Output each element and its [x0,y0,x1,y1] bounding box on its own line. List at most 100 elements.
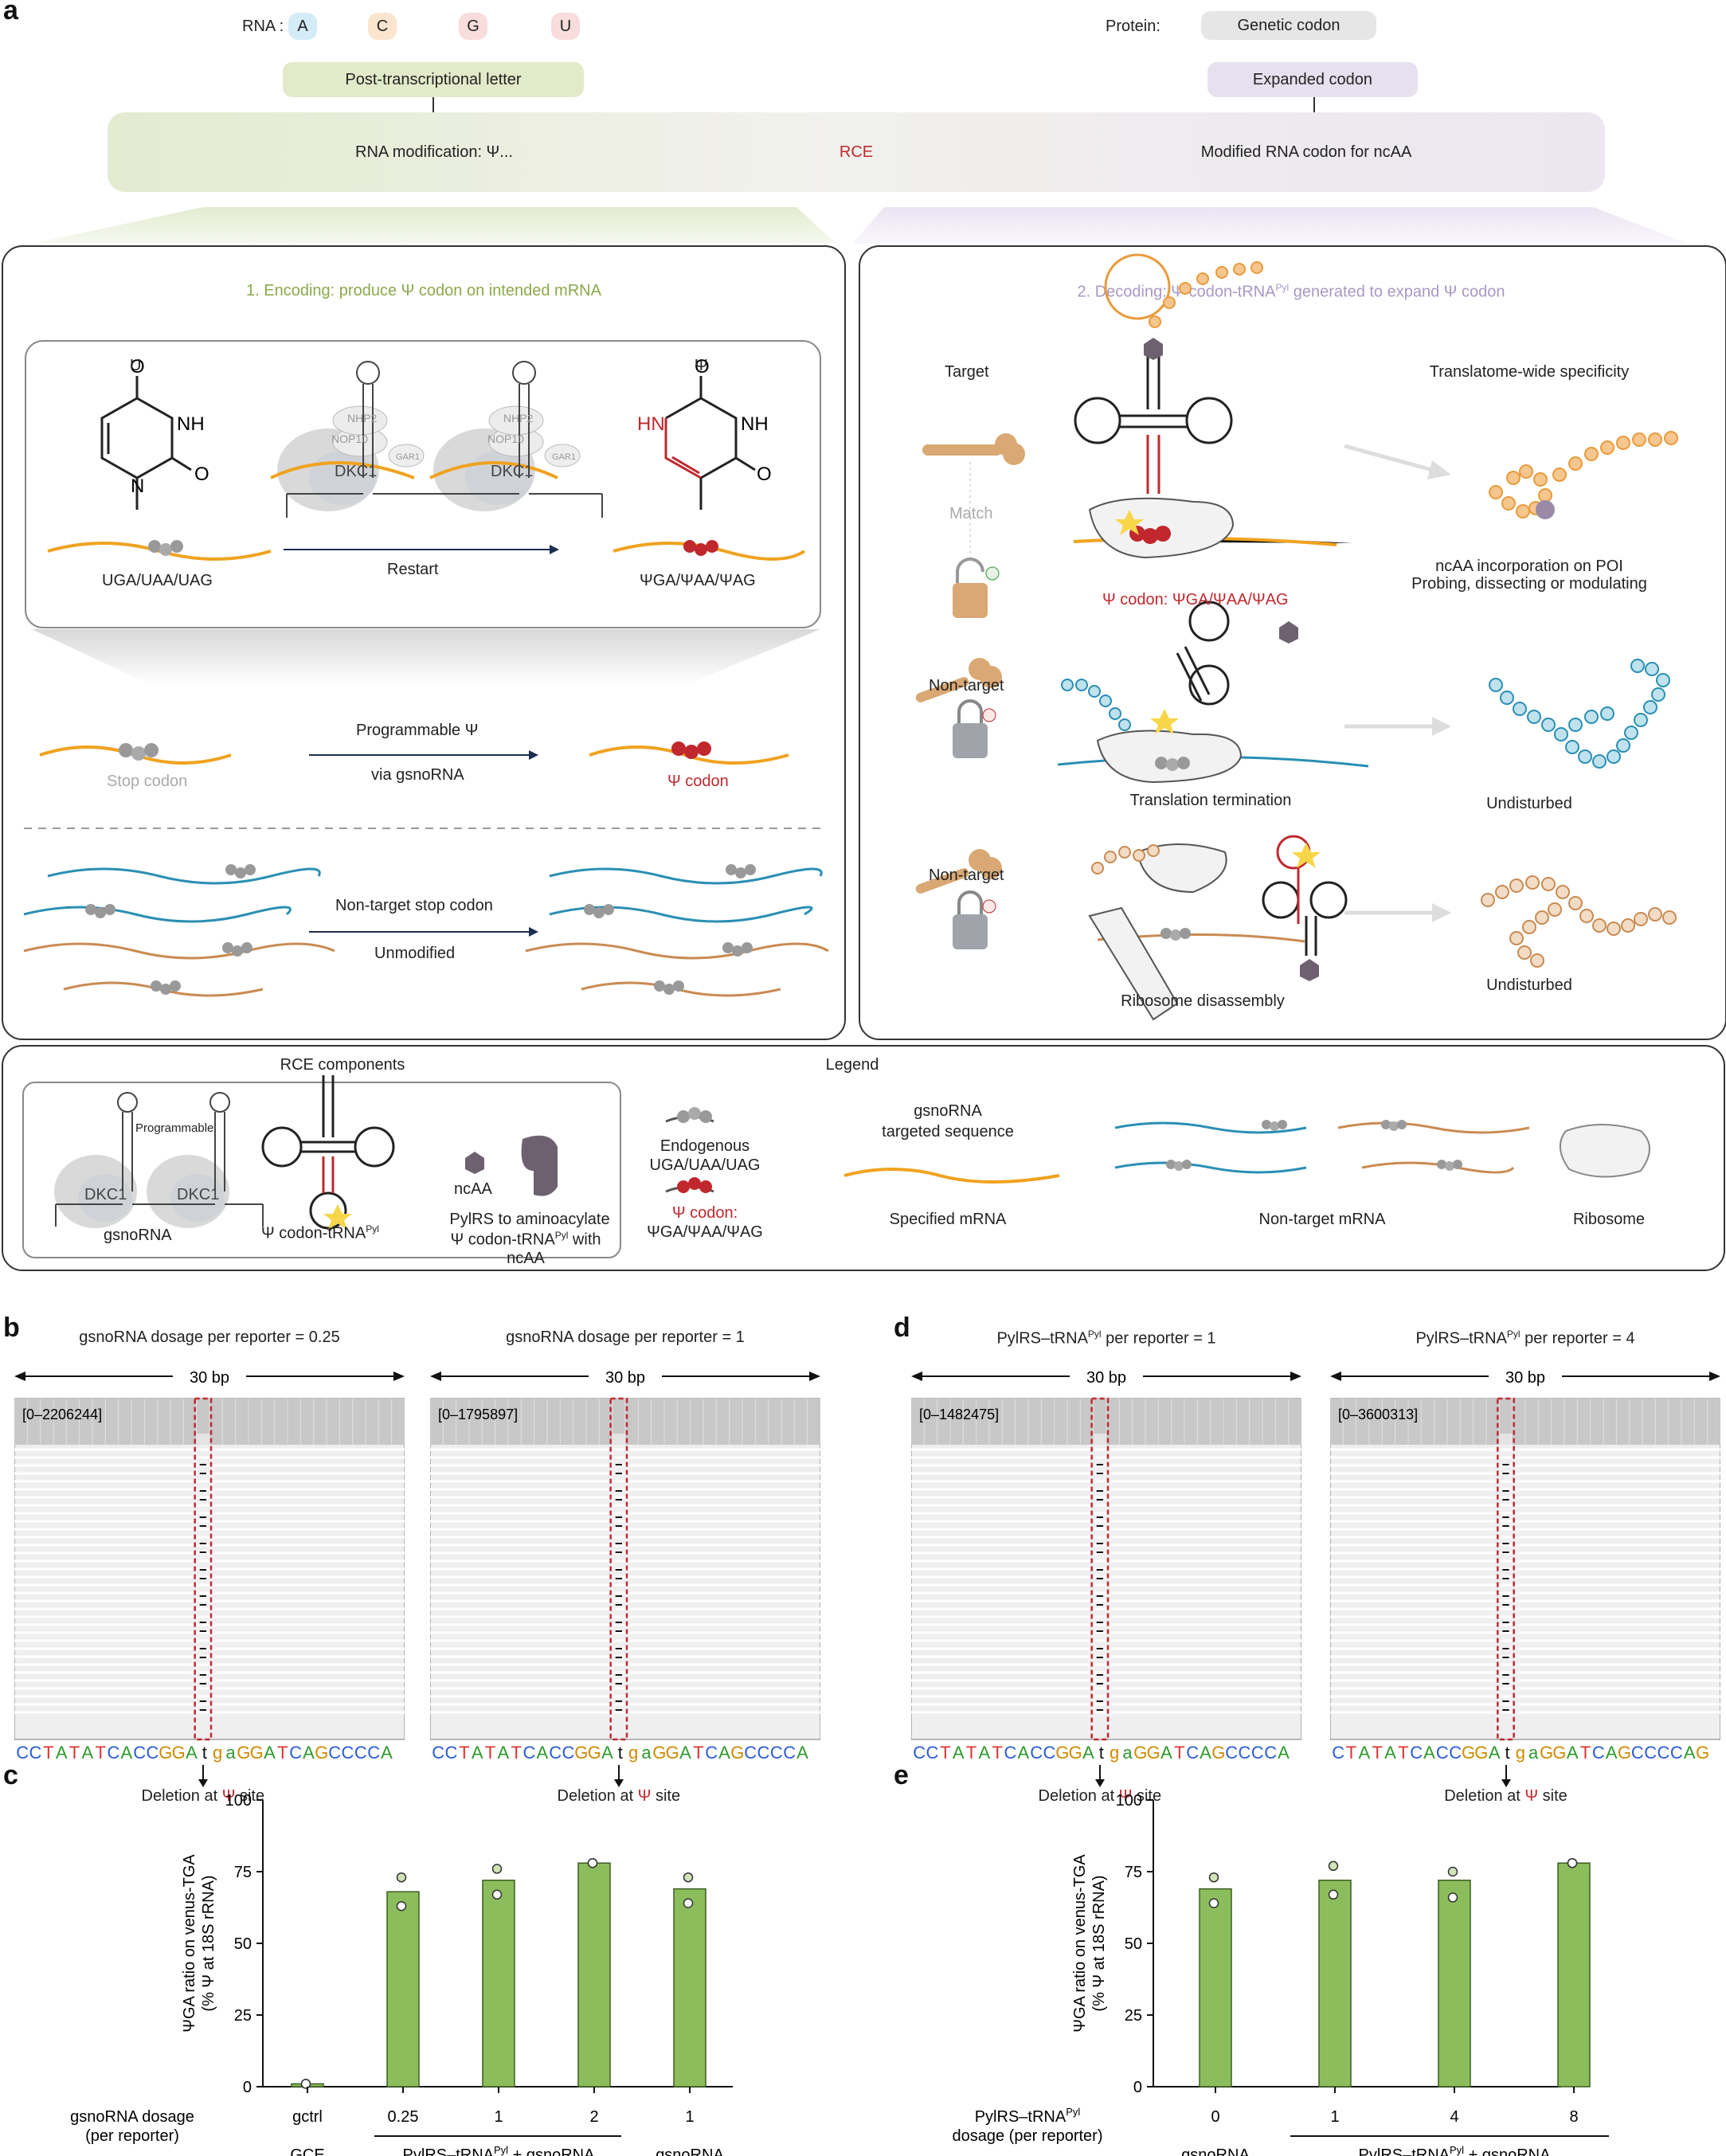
sequence-base: C [926,1743,939,1763]
sequence-base: C [1592,1743,1605,1763]
termination-label: Translation termination [1129,792,1292,809]
pylrs-label-2: Ψ codon-tRNAPyl with ncAA [450,1230,601,1267]
bar [673,1888,706,2088]
deletion-arrow [613,1765,624,1787]
ribosome-label: Ribosome [1572,1211,1646,1228]
data-point [587,1857,598,1868]
bp-label: 30 bp [1505,1369,1545,1387]
data-point [300,2079,311,2089]
y-tick-label: 0 [1133,2079,1142,2096]
sequence-base: g [1110,1743,1119,1763]
coverage-range: [0–1795897] [438,1407,518,1422]
bp-label: 30 bp [190,1369,229,1387]
rce-label: RCE [839,143,874,161]
via-gsnorna-label: via gsnoRNA [371,766,464,784]
data-point [1208,1898,1219,1908]
sequence-base: t [1099,1743,1104,1763]
svg-text:DKC1: DKC1 [84,1186,127,1203]
sequence-base: A [796,1743,808,1763]
unmodified-label: Unmodified [374,945,456,962]
sequence-base: A [1684,1743,1696,1763]
sequence-base: C [432,1743,444,1763]
sequence-base: T [693,1743,703,1763]
sequence-base: C [783,1743,796,1763]
data-point [1447,1892,1458,1903]
sequence-base: T [940,1743,950,1763]
decoding-graphics [915,253,1678,1021]
svg-text:DKC1: DKC1 [491,463,533,480]
sequence-base: A [1017,1743,1029,1763]
sequence-base: C [1030,1743,1043,1763]
sequence-base: A [56,1743,68,1763]
sequence-base: G [652,1743,666,1763]
nontarget-mrna-label: Non-target mRNA [1258,1211,1386,1228]
sequence-base: C [29,1743,42,1763]
sequence-base: G [1462,1743,1475,1763]
row-label: PylRS–tRNAPyl [975,2106,1081,2126]
x-tick-label: 1 [685,2108,694,2126]
sequence-base: A [1384,1743,1396,1763]
group-label: GCE [290,2146,324,2156]
svg-text:NH: NH [177,413,205,435]
sequence-base: A [679,1743,691,1763]
igv-track: gsnoRNA dosage per reporter = 0.25 30 bp [… [14,1322,405,1805]
panel-label-b: b [3,1313,20,1343]
sequence-base: T [992,1743,1002,1763]
sequence-base: C [147,1743,159,1763]
panel-label-c: c [3,1760,18,1790]
sequence-base: A [978,1743,990,1763]
sequence-base: G [1147,1743,1160,1763]
sequence-base: A [718,1743,730,1763]
panel-a-header-graphics [32,97,1689,244]
psi-codon-target-label: Ψ codon: ΨGA/ΨAA/ΨAG [1102,591,1289,608]
panel-label-d: d [894,1313,910,1343]
sequence-base: A [601,1743,613,1763]
deletion-label: Deletion at Ψ site [1038,1787,1162,1805]
sequence-base: G [666,1743,679,1763]
gsno-targeted-label-2: targeted sequence [882,1123,1014,1141]
ncaa-incorporation-label: ncAA incorporation on POI [1435,558,1623,575]
data-point [683,1898,694,1908]
sequence-base: C [757,1743,770,1763]
data-point [1447,1866,1458,1877]
specificity-label: Translatome-wide specificity [1429,363,1630,381]
sequence-base: G [172,1743,186,1763]
components-inner-box [22,1082,621,1258]
sequence-base: T [1580,1743,1591,1763]
sequence-base: T [966,1743,977,1763]
sequence-base: G [1069,1743,1082,1763]
expanded-codon-pill: Expanded codon [1207,62,1418,97]
sequence-base: T [277,1743,288,1763]
sequence-base: a [1122,1743,1133,1763]
sequence-base: G [730,1743,744,1763]
legend-psi-codon-label: Ψ codon: [671,1204,738,1222]
sequence-base: T [43,1743,53,1763]
sequence-base: C [744,1743,757,1763]
svg-text:O: O [757,464,772,485]
sequence-base: C [1264,1743,1277,1763]
svg-text:O: O [194,464,209,485]
bar [1438,1880,1471,2088]
sequence-base: G [1696,1743,1709,1763]
sequence-base: G [1618,1743,1631,1763]
nontarget-label-2: Non-target [929,867,1004,884]
deletion-arrow [1094,1765,1105,1787]
sequence-base: C [342,1743,354,1763]
protein-label: Protein: [1106,18,1160,35]
sequence-base: C [328,1743,341,1763]
x-tick-label: 0 [1211,2108,1219,2126]
svg-text:NOP10: NOP10 [487,432,524,445]
sequence-base: A [1489,1743,1501,1763]
igv-track: PylRS–tRNAPyl per reporter = 4 30 bp [0–36… [1330,1322,1720,1805]
data-point [491,1889,503,1900]
y-axis-label: ΨGA ratio on venus-TGA [181,1854,198,2033]
psi-trna-label: Ψ codon-tRNAPyl [261,1223,379,1242]
chart-c: 0 25 50 75 100 ΨGA ratio on venus-TGA (% Ψ at … [70,1792,733,2156]
psi-label: Ψ [695,357,708,374]
bp-label: 30 bp [605,1369,645,1387]
sequence-base: C [770,1743,783,1763]
decoding-box [859,245,1726,1040]
specified-mrna-label: Specified mRNA [889,1211,1007,1228]
svg-text:GAR1: GAR1 [396,452,420,462]
